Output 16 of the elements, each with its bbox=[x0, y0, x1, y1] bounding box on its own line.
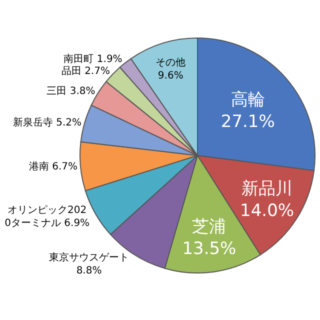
data-label: 8.8% bbox=[76, 266, 102, 277]
slice-label: 南田町 1.9% bbox=[64, 53, 122, 66]
slice-label: 品田 2.7% bbox=[61, 66, 110, 77]
slice-label: 東京サウスゲート bbox=[49, 252, 130, 264]
data-label: 27.1% bbox=[220, 112, 275, 132]
slice-label: 芝浦 bbox=[192, 216, 226, 237]
slice-label: 新品川 bbox=[242, 178, 293, 199]
slice-label: 港南 6.7% bbox=[28, 160, 78, 173]
slice-label: 新泉岳寺 5.2% bbox=[12, 116, 82, 129]
slice-label: 高輪 bbox=[230, 90, 265, 110]
slice-label: オリンピック2020ターミナル 6.9% bbox=[4, 204, 90, 229]
data-label: 14.0% bbox=[240, 200, 294, 221]
data-label: 13.5% bbox=[182, 238, 236, 259]
data-label: 9.6% bbox=[158, 70, 184, 82]
slice-label: その他 bbox=[156, 56, 186, 68]
slice-label: 三田 3.8% bbox=[46, 86, 96, 97]
